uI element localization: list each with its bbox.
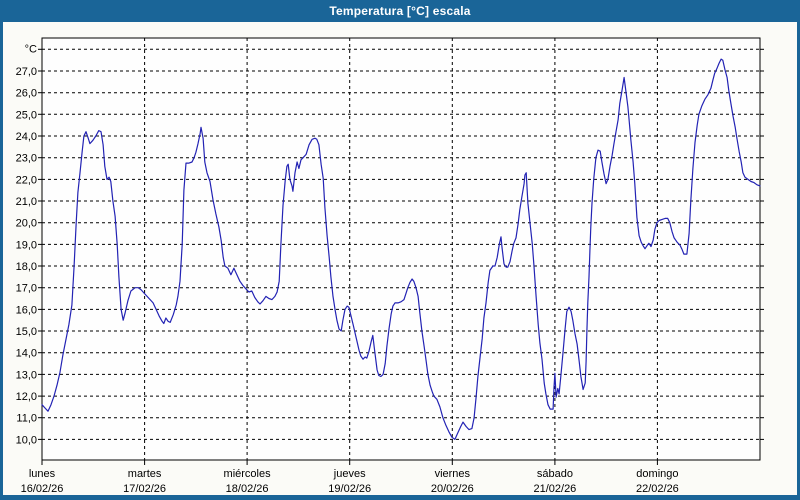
day-date-label: 21/02/26 bbox=[533, 483, 576, 495]
y-tick-label: 13,0 bbox=[16, 369, 37, 381]
temperature-line bbox=[41, 58, 761, 440]
y-tick-label: 20,0 bbox=[16, 218, 37, 230]
chart-area: °C 27,0 26,0 25,0 24,0 23,0 22,0 21,0 20,0 19,0 18… bbox=[3, 22, 797, 495]
day-name-label: lunes bbox=[29, 468, 56, 480]
temperature-chart: °C 27,0 26,0 25,0 24,0 23,0 22,0 21,0 20,0 19,0 18… bbox=[16, 37, 764, 495]
day-name-label: sábado bbox=[537, 468, 573, 480]
day-name-label: miércoles bbox=[224, 468, 272, 480]
day-date-label: 19/02/26 bbox=[328, 483, 371, 495]
title-bar: Temperatura [°C] escala bbox=[0, 0, 800, 22]
day-name-label: domingo bbox=[636, 468, 678, 480]
window-title: Temperatura [°C] escala bbox=[329, 4, 471, 18]
y-tick-label: 12,0 bbox=[16, 391, 37, 403]
day-date-label: 22/02/26 bbox=[636, 483, 679, 495]
gridlines bbox=[42, 38, 760, 460]
y-tick-label: 25,0 bbox=[16, 109, 37, 121]
x-axis-labels: lunes 16/02/26 martes 17/02/26 miércoles 18/0… bbox=[21, 468, 679, 495]
day-date-label: 18/02/26 bbox=[226, 483, 269, 495]
plot-background bbox=[42, 38, 760, 460]
y-tick-label: 27,0 bbox=[16, 66, 37, 78]
y-tick-label: 23,0 bbox=[16, 153, 37, 165]
y-tick-label: 10,0 bbox=[16, 434, 37, 446]
y-tick-label: 17,0 bbox=[16, 283, 37, 295]
plot-border bbox=[41, 37, 761, 461]
y-tick-label: 24,0 bbox=[16, 131, 37, 143]
y-tick-label: 21,0 bbox=[16, 196, 37, 208]
day-date-label: 17/02/26 bbox=[123, 483, 166, 495]
day-name-label: viernes bbox=[435, 468, 471, 480]
y-tick-label: 26,0 bbox=[16, 88, 37, 100]
day-date-label: 20/02/26 bbox=[431, 483, 474, 495]
y-tick-label: 19,0 bbox=[16, 239, 37, 251]
axis-ticks bbox=[38, 48, 764, 465]
y-axis-labels: °C 27,0 26,0 25,0 24,0 23,0 22,0 21,0 20,0 19,0 18… bbox=[16, 43, 37, 446]
unit-label: °C bbox=[25, 43, 37, 55]
y-tick-label: 16,0 bbox=[16, 304, 37, 316]
y-tick-label: 18,0 bbox=[16, 261, 37, 273]
day-name-label: martes bbox=[128, 468, 162, 480]
y-tick-label: 15,0 bbox=[16, 326, 37, 338]
y-tick-label: 14,0 bbox=[16, 348, 37, 360]
y-tick-label: 22,0 bbox=[16, 174, 37, 186]
day-date-label: 16/02/26 bbox=[21, 483, 64, 495]
y-tick-label: 11,0 bbox=[16, 413, 37, 425]
day-name-label: jueves bbox=[333, 468, 366, 480]
